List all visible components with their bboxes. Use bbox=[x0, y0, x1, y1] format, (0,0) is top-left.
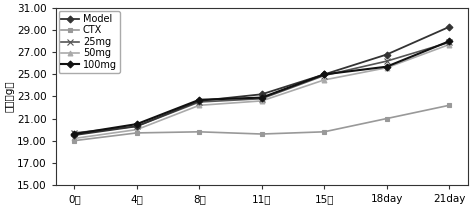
Model bbox=[384, 53, 389, 56]
50mg bbox=[71, 137, 77, 140]
100mg bbox=[384, 66, 389, 68]
25mg bbox=[446, 41, 452, 44]
Model bbox=[134, 125, 140, 128]
CTX bbox=[259, 133, 264, 135]
25mg bbox=[134, 125, 140, 128]
Line: CTX: CTX bbox=[72, 103, 452, 143]
25mg bbox=[259, 97, 264, 100]
100mg bbox=[321, 73, 327, 76]
Line: 25mg: 25mg bbox=[72, 40, 452, 136]
CTX bbox=[196, 131, 202, 133]
100mg bbox=[446, 40, 452, 42]
100mg bbox=[259, 96, 264, 99]
CTX bbox=[134, 132, 140, 134]
CTX bbox=[321, 131, 327, 133]
100mg bbox=[196, 99, 202, 101]
50mg bbox=[446, 43, 452, 46]
Line: Model: Model bbox=[72, 25, 452, 137]
CTX bbox=[384, 117, 389, 120]
Y-axis label: 体重（g）: 体重（g） bbox=[4, 81, 14, 112]
Line: 50mg: 50mg bbox=[72, 42, 452, 141]
Line: 100mg: 100mg bbox=[72, 39, 452, 136]
Model bbox=[71, 134, 77, 136]
25mg bbox=[196, 101, 202, 103]
50mg bbox=[196, 104, 202, 106]
Model bbox=[259, 93, 264, 95]
50mg bbox=[384, 67, 389, 69]
Model bbox=[446, 26, 452, 28]
Model bbox=[196, 100, 202, 102]
25mg bbox=[321, 74, 327, 77]
100mg bbox=[134, 123, 140, 125]
50mg bbox=[321, 79, 327, 81]
CTX bbox=[71, 139, 77, 142]
50mg bbox=[259, 100, 264, 102]
Model bbox=[321, 73, 327, 76]
100mg bbox=[71, 133, 77, 135]
25mg bbox=[71, 132, 77, 134]
25mg bbox=[384, 60, 389, 62]
CTX bbox=[446, 104, 452, 106]
Legend: Model, CTX, 25mg, 50mg, 100mg: Model, CTX, 25mg, 50mg, 100mg bbox=[59, 11, 120, 73]
50mg bbox=[134, 128, 140, 131]
